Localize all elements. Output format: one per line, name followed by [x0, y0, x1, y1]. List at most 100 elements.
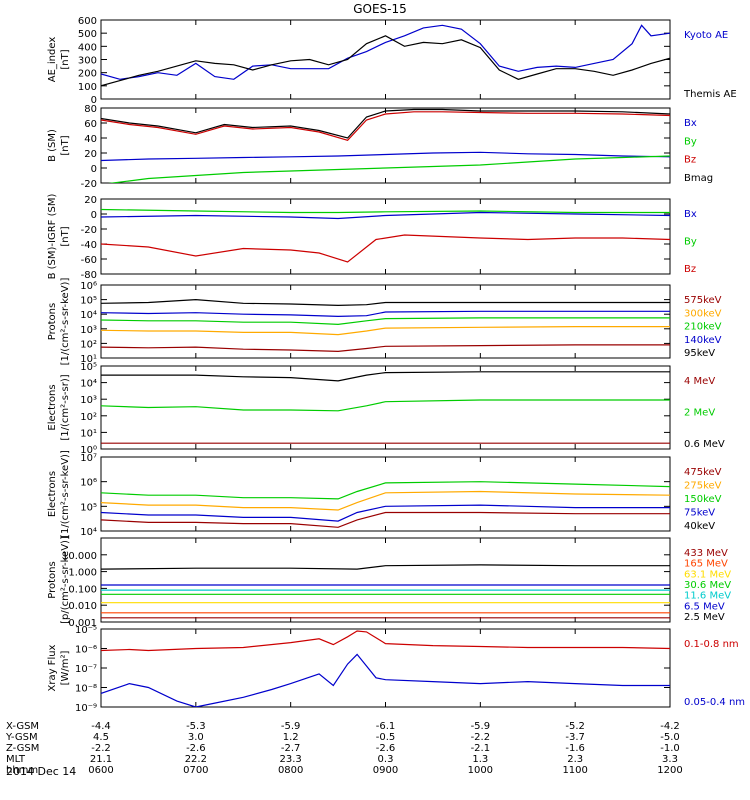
- y-tick-label: 10⁻⁸: [75, 684, 97, 695]
- legend-entry: 0.6 MeV: [684, 439, 725, 450]
- y-tick-label: 10⁰: [80, 445, 97, 456]
- y-tick-label: 10⁻⁷: [75, 664, 97, 675]
- panel-frame: [100, 365, 671, 450]
- y-tick-label: 300: [78, 56, 97, 67]
- panel-1: 0 100 200 300 400 500 600 AE_index [nT] Kyoto AE T…: [47, 16, 737, 106]
- x-axis-row-label: Z-GSM: [6, 743, 39, 754]
- y-tick-label: 10⁶: [80, 478, 97, 489]
- legend-entry: Kyoto AE: [684, 30, 728, 41]
- x-axis-value: 4.5: [93, 732, 109, 743]
- y-axis-label: Protons: [47, 303, 58, 340]
- x-axis-value: 2.3: [567, 754, 583, 765]
- x-axis-value: 1100: [562, 765, 587, 776]
- y-axis-label: [nT]: [60, 226, 71, 246]
- series-line-themis-ae: [101, 35, 670, 87]
- legend-entry: 140keV: [684, 335, 722, 346]
- series-line-bmag: [101, 108, 670, 139]
- legend-entry: 95keV: [684, 348, 715, 359]
- y-axis-label: [nT]: [60, 135, 71, 155]
- panel-frame: [100, 628, 671, 708]
- y-tick-label: 80: [84, 104, 97, 115]
- y-axis-label: [1/(cm²-s-sr-keV)]: [60, 450, 71, 538]
- x-axis-value: 22.2: [185, 754, 207, 765]
- legend-entry: 4 MeV: [684, 376, 715, 387]
- legend-entry: 575keV: [684, 295, 722, 306]
- legend-entry: Bx: [684, 209, 697, 220]
- y-tick-label: 0: [91, 95, 97, 106]
- x-axis-value: -1.6: [565, 743, 585, 754]
- y-tick-label: 60: [84, 119, 97, 130]
- panel-4: 10¹ 10² 10³ 10⁴ 10⁵ 10⁶ Protons [1/(cm²-s-sr-ke…: [47, 278, 722, 366]
- y-tick-label: 10.000: [62, 551, 97, 562]
- y-axis-label: Electrons: [47, 384, 58, 430]
- y-tick-label: 600: [78, 16, 97, 27]
- legend-entry: 475keV: [684, 467, 722, 478]
- legend-entry: 0.05-0.4 nm: [684, 697, 745, 708]
- x-axis-value: 1.2: [283, 732, 299, 743]
- y-tick-label: 1.000: [68, 568, 97, 579]
- y-axis-label: Electrons: [47, 471, 58, 517]
- panel-3: -80 -60 -40 -20 0 20 B (SM)-IGRF (SM) [nT] Bx By B…: [47, 194, 697, 281]
- series-line-300kev: [101, 326, 670, 336]
- x-axis-value: 3.3: [662, 754, 678, 765]
- y-axis-label: B (SM)-IGRF (SM): [47, 194, 58, 280]
- y-axis-label: [W/m²]: [60, 650, 71, 685]
- y-tick-label: -80: [81, 270, 97, 281]
- y-tick-label: -60: [81, 255, 97, 266]
- legend-entry: 150keV: [684, 494, 722, 505]
- series-line-kyoto-ae: [101, 24, 670, 80]
- y-tick-label: 0: [91, 210, 97, 221]
- y-tick-label: 10⁻⁵: [75, 625, 97, 636]
- y-tick-label: 10⁴: [80, 310, 97, 321]
- x-axis-value: -5.0: [660, 732, 680, 743]
- y-tick-label: 100: [78, 82, 97, 93]
- y-tick-label: 10⁵: [80, 362, 97, 373]
- y-axis-label: B (SM): [47, 129, 58, 162]
- series-line-140kev: [101, 310, 670, 318]
- series-line-0-1-0-8-nm: [101, 630, 670, 652]
- legend-entry: 2.5 MeV: [684, 612, 725, 623]
- x-axis-value: -0.5: [376, 732, 396, 743]
- series-line-0-05-0-4-nm: [101, 653, 670, 707]
- legend-entry: By: [684, 136, 697, 147]
- x-axis-value: -2.1: [471, 743, 491, 754]
- x-axis-value: -2.6: [376, 743, 396, 754]
- series-line-bz: [101, 234, 670, 263]
- y-tick-label: 10⁵: [80, 296, 97, 307]
- x-axis-row-label: Y-GSM: [5, 732, 38, 743]
- panel-2: -20 0 20 40 60 80 B (SM) [nT] Bx By Bz Bmag: [47, 104, 713, 190]
- legend-entry: 433 MeV: [684, 548, 728, 559]
- date-label: 2014 Dec 14: [6, 765, 76, 778]
- series-line-bx: [101, 151, 670, 162]
- panel-frame: [100, 198, 671, 275]
- legend-entry: Themis AE: [683, 89, 737, 100]
- y-tick-label: 10⁻⁹: [75, 703, 97, 714]
- panel-frame: [100, 537, 671, 623]
- y-tick-label: 0: [91, 164, 97, 175]
- y-tick-label: 20: [84, 149, 97, 160]
- x-axis-row-label: MLT: [6, 754, 26, 765]
- x-axis-value: 0.3: [378, 754, 394, 765]
- series-line-2-5-mev: [101, 564, 670, 570]
- x-axis-value: 1200: [657, 765, 682, 776]
- x-axis-value: -2.7: [281, 743, 301, 754]
- y-tick-label: 400: [78, 42, 97, 53]
- x-axis-value: 23.3: [280, 754, 302, 765]
- legend-entry: 40keV: [684, 521, 715, 532]
- legend-entry: Bx: [684, 118, 697, 129]
- panel-frame: [100, 107, 671, 184]
- series-line-by: [108, 155, 670, 183]
- y-tick-label: 40: [84, 134, 97, 145]
- legend-entry: By: [684, 237, 697, 248]
- y-tick-label: -20: [81, 225, 97, 236]
- y-tick-label: 10¹: [80, 354, 97, 365]
- y-tick-label: 10⁴: [80, 527, 97, 538]
- y-axis-label: Xray Flux: [47, 644, 58, 691]
- x-axis-value: -1.0: [660, 743, 680, 754]
- legend-entry: Bz: [684, 264, 696, 275]
- series-line-by: [101, 208, 670, 214]
- x-axis-row-label: X-GSM: [6, 721, 39, 732]
- series-line-95kev: [101, 298, 670, 307]
- series-line-575kev: [101, 344, 670, 353]
- x-axis-value: -6.1: [376, 721, 396, 732]
